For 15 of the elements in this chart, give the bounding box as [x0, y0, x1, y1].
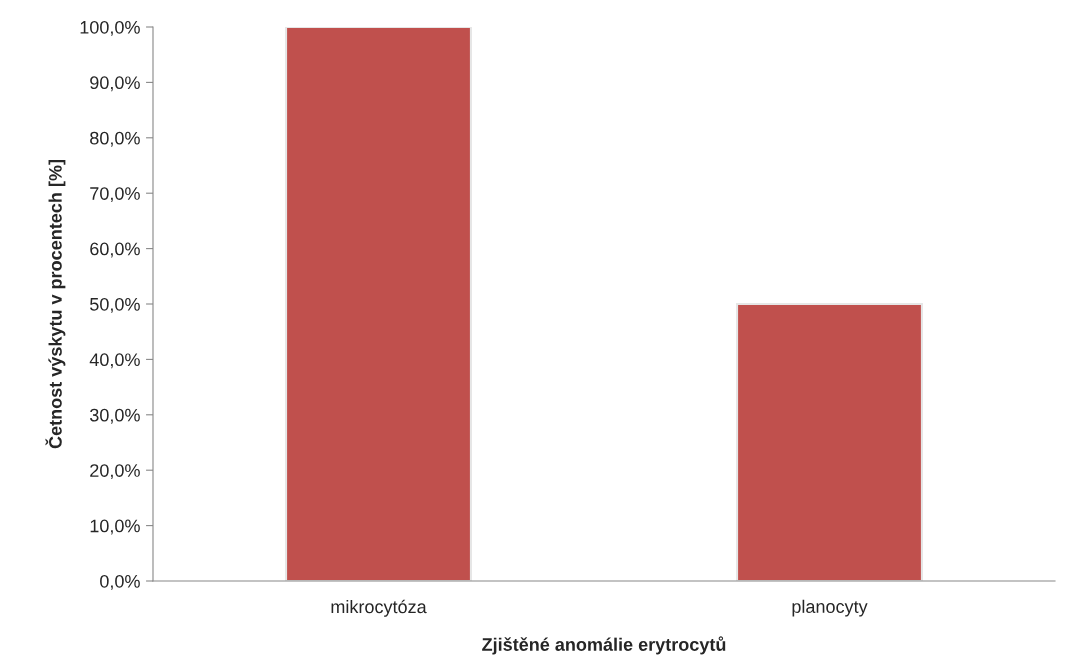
y-tick-label: 90,0%	[90, 76, 140, 92]
y-tick-label: 70,0%	[90, 187, 140, 203]
x-tick-label: planocyty	[792, 599, 868, 617]
y-tick-label: 20,0%	[90, 464, 140, 480]
y-tick-label: 10,0%	[90, 519, 140, 535]
y-tick-label: 100,0%	[80, 20, 140, 36]
y-axis-title: Četnost výskytu v procentech [%]	[45, 160, 66, 449]
y-tick-label: 60,0%	[90, 242, 140, 258]
x-tick-label: mikrocytóza	[331, 599, 427, 617]
y-tick-label: 40,0%	[89, 353, 140, 369]
y-tick-label: 80,0%	[90, 131, 140, 147]
y-tick-label: 30,0%	[90, 408, 140, 424]
y-tick-label: 0,0%	[100, 574, 140, 590]
y-tick-label: 50,0%	[90, 297, 140, 313]
x-axis-title: Zjištěné anomálie erytrocytů	[482, 636, 726, 655]
